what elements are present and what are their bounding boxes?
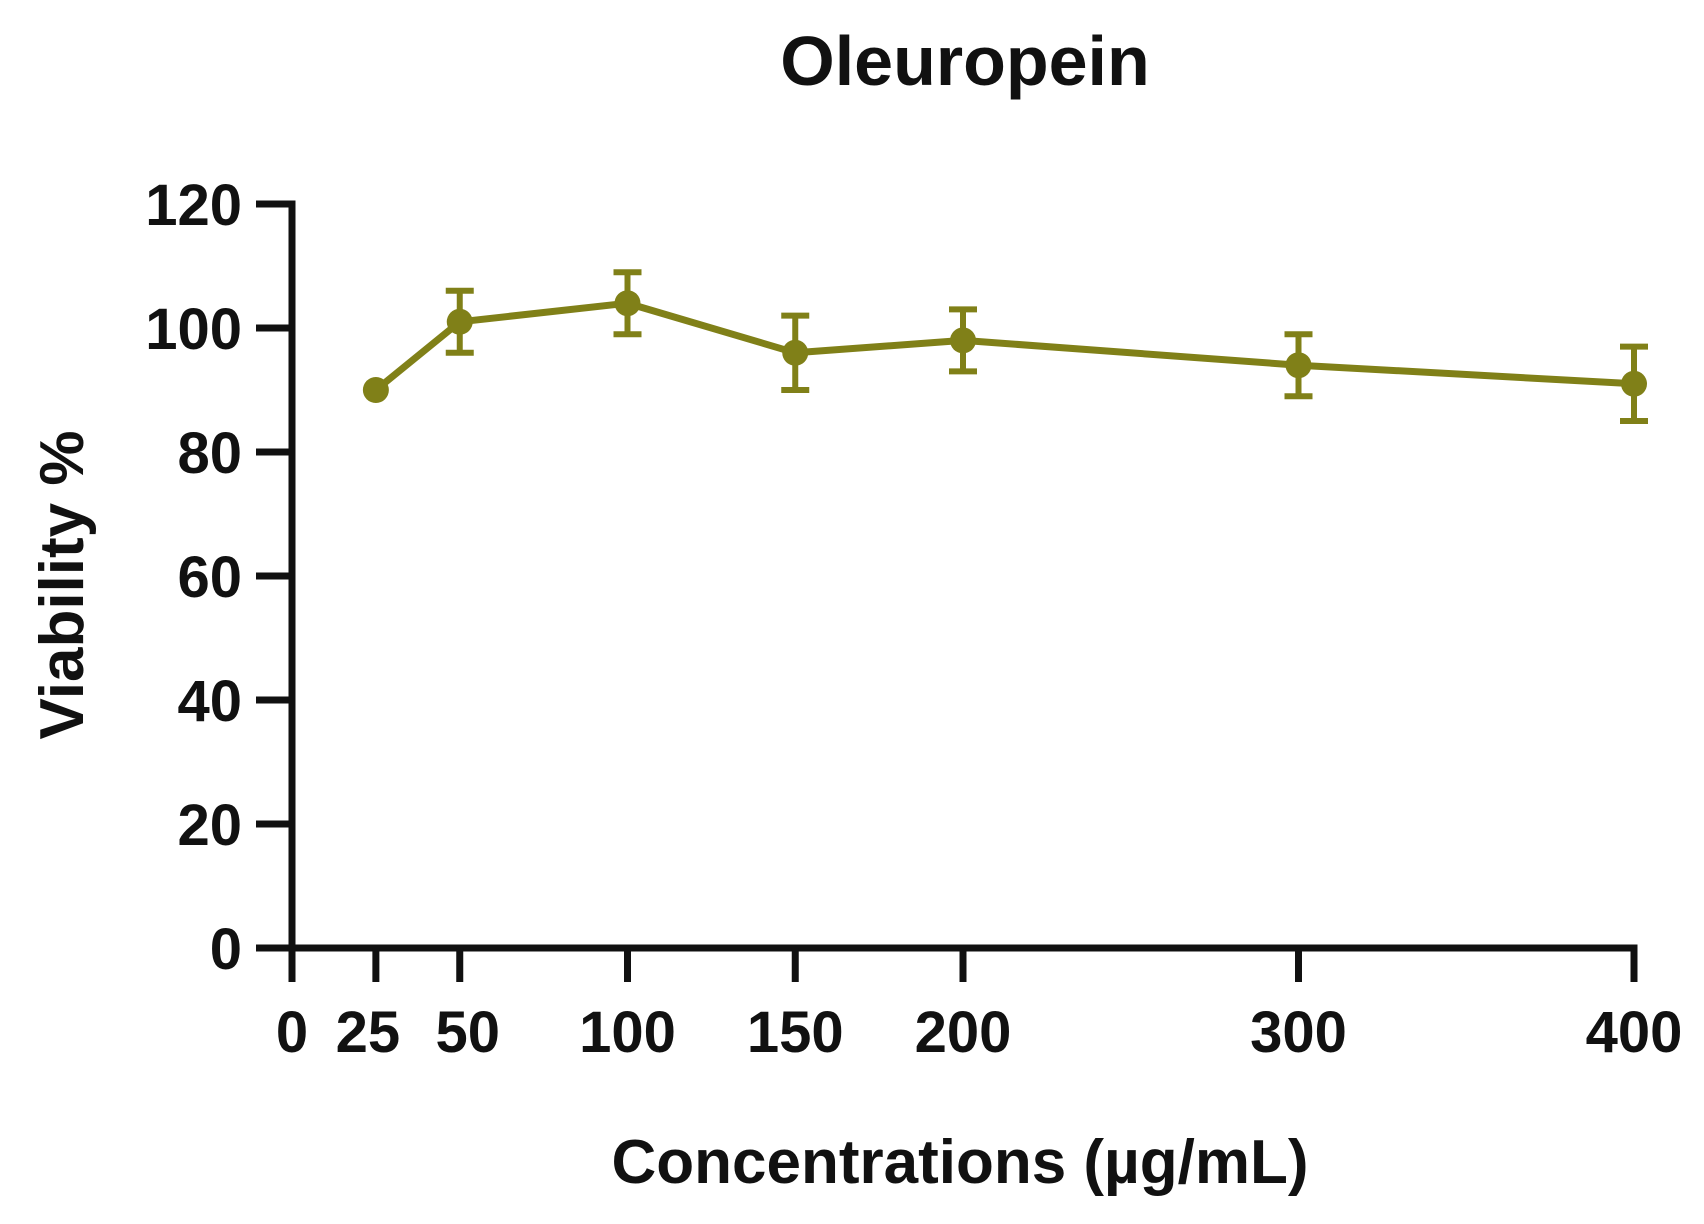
data-point <box>1285 352 1312 379</box>
y-tick-label: 40 <box>177 669 242 734</box>
y-axis-label: Viability % <box>28 431 97 740</box>
x-tick-label: 300 <box>1250 1000 1347 1065</box>
y-axis: 0 20 40 60 80 100 120 <box>145 173 296 982</box>
data-point <box>614 290 641 317</box>
y-tick-label: 60 <box>177 545 242 610</box>
data-point <box>782 339 809 366</box>
x-tick-label: 100 <box>579 1000 676 1065</box>
data-point <box>1621 370 1647 397</box>
chart-title: Oleuropein <box>780 22 1149 100</box>
y-tick-label: 120 <box>145 173 242 238</box>
x-tick-label: 50 <box>435 1000 500 1065</box>
data-point <box>446 308 473 335</box>
x-tick-label: 25 <box>336 1000 401 1065</box>
data-point <box>950 327 976 354</box>
data-point <box>362 377 389 403</box>
y-tick-label: 20 <box>177 793 242 858</box>
y-tick-label: 80 <box>177 421 242 486</box>
y-tick-label: 100 <box>145 297 242 362</box>
plot-area <box>362 269 1648 424</box>
series-line <box>373 299 1635 393</box>
x-axis-label: Concentrations (µg/mL) <box>611 1128 1308 1197</box>
x-axis: 0 25 50 100 150 200 300 400 <box>276 944 1683 1065</box>
y-tick-label: 0 <box>210 917 242 982</box>
x-tick-label: 400 <box>1586 1000 1683 1065</box>
x-tick-label: 150 <box>747 1000 844 1065</box>
x-tick-label: 0 <box>276 1000 308 1065</box>
x-tick-label: 200 <box>915 1000 1012 1065</box>
